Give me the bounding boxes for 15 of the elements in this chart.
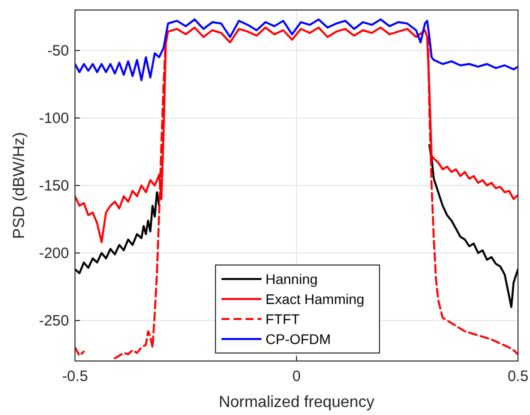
legend-label: Exact Hamming xyxy=(266,291,364,307)
x-tick-label: 0 xyxy=(292,368,301,385)
x-tick-label: 0.5 xyxy=(508,368,528,385)
y-tick-label: -250 xyxy=(38,312,69,330)
x-axis-title: Normalized frequency xyxy=(218,394,374,411)
line-series xyxy=(75,18,518,82)
legend-label: CP-OFDM xyxy=(266,331,331,347)
x-tick-label: -0.5 xyxy=(62,368,88,385)
y-tick-label: -100 xyxy=(38,110,69,127)
legend-label: Hanning xyxy=(266,271,318,287)
y-tick-label: -50 xyxy=(47,42,69,60)
y-tick-label: -200 xyxy=(38,245,69,262)
legend-label: FTFT xyxy=(266,311,300,327)
y-axis-title: PSD (dBW/Hz) xyxy=(11,132,28,239)
y-tick-label: -150 xyxy=(38,178,69,194)
